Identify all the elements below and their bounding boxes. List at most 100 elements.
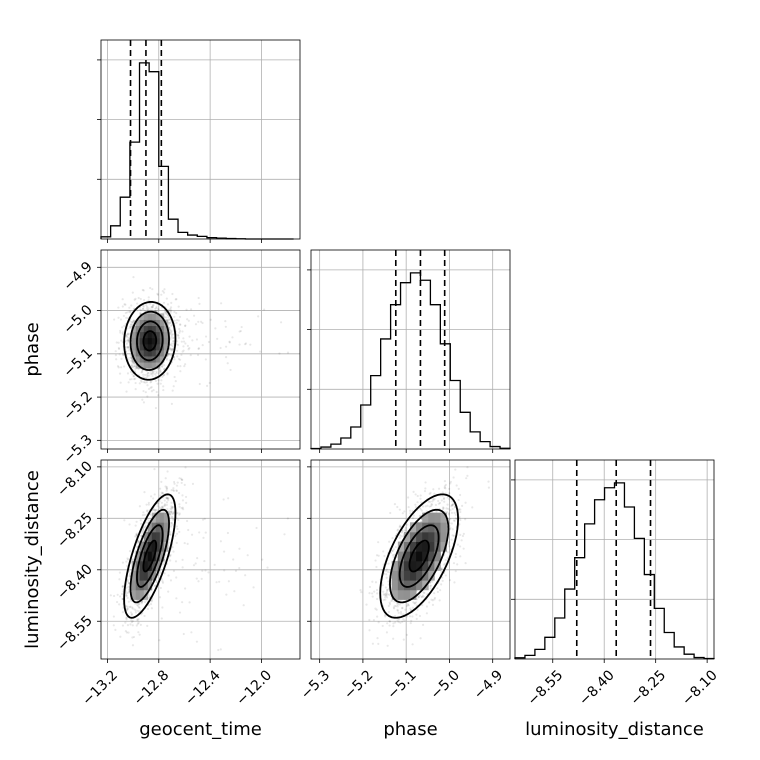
sample-point xyxy=(177,343,180,346)
sample-point xyxy=(418,614,422,618)
hist-panel-geocent_time-frame xyxy=(100,39,301,240)
sample-point xyxy=(146,305,149,309)
sample-point xyxy=(449,480,452,483)
sample-point xyxy=(396,605,399,608)
sample-point xyxy=(165,357,169,360)
sample-point xyxy=(451,504,454,507)
density-cell xyxy=(139,343,145,351)
sample-point xyxy=(244,342,248,345)
density-cell xyxy=(155,541,161,552)
sample-point xyxy=(142,304,145,307)
sample-point xyxy=(146,395,149,398)
sample-point xyxy=(400,531,403,534)
sample-point xyxy=(137,617,140,621)
sample-point xyxy=(125,616,128,619)
sample-point xyxy=(161,505,164,508)
sample-point xyxy=(409,512,412,515)
sample-point xyxy=(125,594,128,598)
sample-point xyxy=(249,343,252,346)
sample-point xyxy=(443,486,446,489)
sample-point xyxy=(183,541,186,545)
sample-point xyxy=(398,524,402,527)
sample-point xyxy=(178,315,182,319)
sample-point xyxy=(360,591,363,594)
sample-point xyxy=(388,593,391,596)
density-cell xyxy=(151,560,157,571)
sample-point xyxy=(126,607,129,610)
sample-point xyxy=(376,637,379,640)
sample-point xyxy=(141,307,145,310)
sample-point xyxy=(162,373,166,376)
sample-point xyxy=(157,394,160,397)
sample-point xyxy=(137,621,140,624)
sample-point xyxy=(157,502,160,505)
sample-point xyxy=(140,600,143,604)
sample-point xyxy=(173,482,176,485)
sample-point xyxy=(177,357,181,361)
sample-point xyxy=(167,321,171,324)
sample-point xyxy=(401,530,404,533)
sample-point xyxy=(365,603,368,606)
sample-point xyxy=(161,563,165,566)
sample-point xyxy=(414,503,417,506)
sample-point xyxy=(170,489,173,492)
sample-point xyxy=(183,324,187,328)
density-cell xyxy=(139,337,145,345)
sample-point xyxy=(225,593,228,596)
sample-point xyxy=(457,498,460,502)
sample-point xyxy=(131,366,134,369)
sample-point xyxy=(437,502,440,505)
density-cell xyxy=(397,551,405,562)
sample-point xyxy=(131,373,134,376)
xlabel-luminosity_distance: luminosity_distance xyxy=(525,719,704,740)
density-cell xyxy=(440,531,447,542)
sample-point xyxy=(133,365,136,368)
sample-point xyxy=(170,347,173,350)
sample-point xyxy=(142,528,145,531)
density-cell xyxy=(397,541,405,552)
sample-point xyxy=(131,624,134,627)
sample-point xyxy=(392,606,395,609)
density-cell xyxy=(151,349,157,357)
sample-point xyxy=(435,510,438,514)
sample-point xyxy=(150,607,154,610)
sample-point xyxy=(201,344,204,347)
density-cell xyxy=(131,325,137,333)
sample-point xyxy=(163,367,166,370)
sample-point xyxy=(386,588,389,591)
sample-point xyxy=(184,587,187,590)
sample-point xyxy=(407,604,410,607)
sample-point xyxy=(195,338,199,341)
sample-point xyxy=(159,586,162,590)
density-cell xyxy=(151,570,157,581)
sample-point xyxy=(437,499,440,503)
contour-level-0 xyxy=(142,539,158,573)
sample-point xyxy=(375,588,379,592)
sample-point xyxy=(150,305,154,309)
density-cell xyxy=(131,343,137,351)
sample-point xyxy=(154,510,157,513)
sample-point xyxy=(129,325,132,328)
density-cell xyxy=(155,522,161,533)
xlabel-phase: phase xyxy=(383,719,437,740)
sample-point xyxy=(412,601,415,604)
sample-point xyxy=(160,617,163,620)
sample-point xyxy=(125,586,128,589)
sample-point xyxy=(428,492,431,495)
sample-point xyxy=(182,349,185,352)
sample-point xyxy=(423,490,427,493)
density-cell xyxy=(422,531,429,542)
sample-point xyxy=(228,341,231,344)
density-cell xyxy=(151,337,157,345)
sample-point xyxy=(141,370,144,373)
sample-point xyxy=(202,536,205,539)
density-cell xyxy=(143,325,149,333)
sample-point xyxy=(118,353,121,356)
sample-point xyxy=(201,321,204,325)
sample-point xyxy=(115,341,118,344)
density-cell xyxy=(143,531,149,542)
sample-point xyxy=(385,568,389,571)
contour-level-2 xyxy=(129,310,170,371)
sample-point xyxy=(178,503,181,506)
sample-point xyxy=(411,643,414,646)
